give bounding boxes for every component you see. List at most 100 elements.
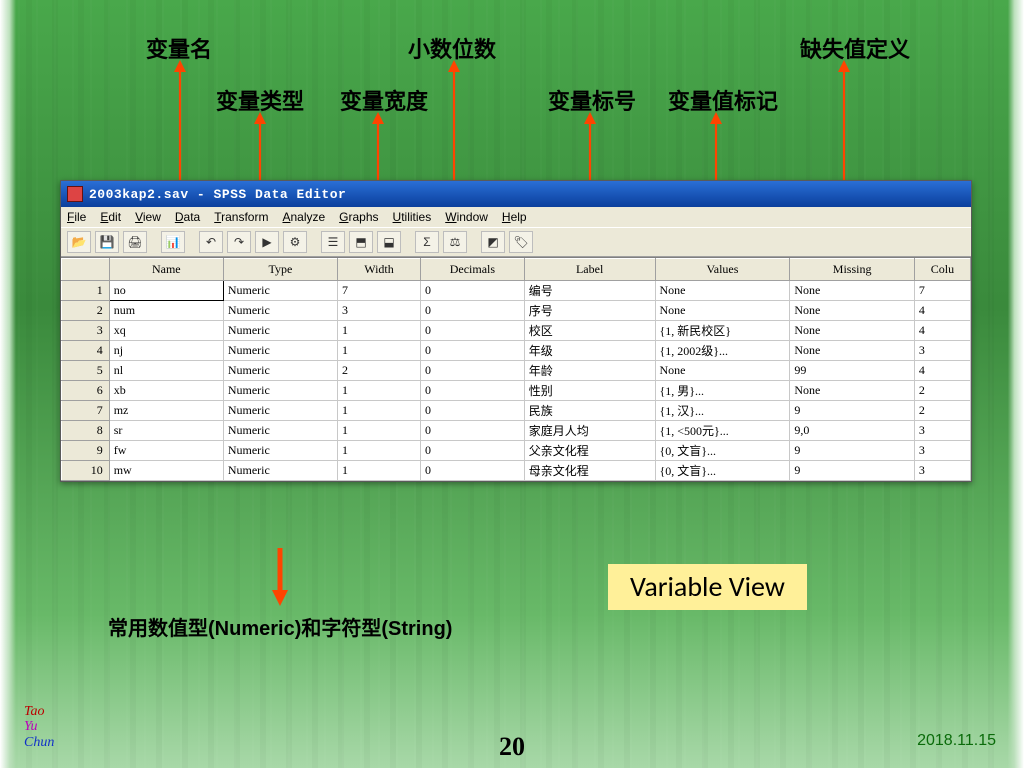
toolbar-print-icon[interactable]: 🖨 xyxy=(123,231,147,253)
menu-help[interactable]: Help xyxy=(502,210,527,224)
cell-rownum[interactable]: 1 xyxy=(62,281,110,301)
cell-rownum[interactable]: 5 xyxy=(62,361,110,381)
cell-type[interactable]: Numeric xyxy=(223,341,337,361)
cell-values[interactable]: None xyxy=(655,361,790,381)
cell-width[interactable]: 1 xyxy=(338,421,421,441)
cell-values[interactable]: {1, 汉}... xyxy=(655,401,790,421)
cell-width[interactable]: 2 xyxy=(338,361,421,381)
cell-decimals[interactable]: 0 xyxy=(421,341,525,361)
menu-transform[interactable]: Transform xyxy=(214,210,268,224)
column-header-missing[interactable]: Missing xyxy=(790,259,915,281)
toolbar-save-icon[interactable]: 💾 xyxy=(95,231,119,253)
cell-decimals[interactable]: 0 xyxy=(421,281,525,301)
toolbar-run-icon[interactable]: ⚙ xyxy=(283,231,307,253)
cell-decimals[interactable]: 0 xyxy=(421,301,525,321)
cell-values[interactable]: {0, 文盲}... xyxy=(655,441,790,461)
table-row[interactable]: 1noNumeric70编号NoneNone7 xyxy=(62,281,971,301)
toolbar-insert-var-icon[interactable]: ⬒ xyxy=(349,231,373,253)
cell-name[interactable]: mz xyxy=(109,401,223,421)
toolbar-redo-icon[interactable]: ↷ xyxy=(227,231,251,253)
cell-width[interactable]: 1 xyxy=(338,321,421,341)
cell-type[interactable]: Numeric xyxy=(223,441,337,461)
toolbar-vars-icon[interactable]: ☰ xyxy=(321,231,345,253)
table-row[interactable]: 10mwNumeric10母亲文化程{0, 文盲}...93 xyxy=(62,461,971,481)
cell-decimals[interactable]: 0 xyxy=(421,381,525,401)
cell-columns[interactable]: 4 xyxy=(914,301,970,321)
cell-rownum[interactable]: 6 xyxy=(62,381,110,401)
cell-type[interactable]: Numeric xyxy=(223,361,337,381)
menu-data[interactable]: Data xyxy=(175,210,200,224)
table-row[interactable]: 9fwNumeric10父亲文化程{0, 文盲}...93 xyxy=(62,441,971,461)
cell-decimals[interactable]: 0 xyxy=(421,401,525,421)
cell-decimals[interactable]: 0 xyxy=(421,441,525,461)
table-row[interactable]: 8srNumeric10家庭月人均{1, <500元}...9,03 xyxy=(62,421,971,441)
column-header-decimals[interactable]: Decimals xyxy=(421,259,525,281)
cell-missing[interactable]: None xyxy=(790,301,915,321)
cell-decimals[interactable]: 0 xyxy=(421,361,525,381)
toolbar-go-icon[interactable]: ▶ xyxy=(255,231,279,253)
toolbar-chart-icon[interactable]: 📊 xyxy=(161,231,185,253)
toolbar-insert-case-icon[interactable]: ⬓ xyxy=(377,231,401,253)
menu-file[interactable]: File xyxy=(67,210,86,224)
cell-width[interactable]: 1 xyxy=(338,441,421,461)
toolbar-labels-icon[interactable]: 🏷 xyxy=(509,231,533,253)
cell-type[interactable]: Numeric xyxy=(223,461,337,481)
toolbar[interactable]: 📂💾🖨📊↶↷▶⚙☰⬒⬓Σ⚖◩🏷 xyxy=(61,227,971,257)
cell-rownum[interactable]: 2 xyxy=(62,301,110,321)
table-row[interactable]: 5nlNumeric20年龄None994 xyxy=(62,361,971,381)
cell-label[interactable]: 性别 xyxy=(524,381,655,401)
cell-columns[interactable]: 4 xyxy=(914,321,970,341)
cell-values[interactable]: None xyxy=(655,301,790,321)
cell-values[interactable]: None xyxy=(655,281,790,301)
cell-rownum[interactable]: 4 xyxy=(62,341,110,361)
cell-values[interactable]: {1, 男}... xyxy=(655,381,790,401)
table-row[interactable]: 6xbNumeric10性别{1, 男}...None2 xyxy=(62,381,971,401)
cell-width[interactable]: 1 xyxy=(338,461,421,481)
cell-rownum[interactable]: 7 xyxy=(62,401,110,421)
cell-label[interactable]: 家庭月人均 xyxy=(524,421,655,441)
cell-columns[interactable]: 3 xyxy=(914,441,970,461)
cell-columns[interactable]: 3 xyxy=(914,461,970,481)
cell-label[interactable]: 编号 xyxy=(524,281,655,301)
cell-missing[interactable]: 9 xyxy=(790,401,915,421)
cell-type[interactable]: Numeric xyxy=(223,401,337,421)
cell-label[interactable]: 母亲文化程 xyxy=(524,461,655,481)
cell-rownum[interactable]: 3 xyxy=(62,321,110,341)
cell-label[interactable]: 序号 xyxy=(524,301,655,321)
menu-analyze[interactable]: Analyze xyxy=(282,210,325,224)
table-row[interactable]: 2numNumeric30序号NoneNone4 xyxy=(62,301,971,321)
column-header-rownum[interactable] xyxy=(62,259,110,281)
menu-edit[interactable]: Edit xyxy=(100,210,121,224)
variable-view-grid[interactable]: NameTypeWidthDecimalsLabelValuesMissingC… xyxy=(61,257,971,481)
cell-missing[interactable]: 9 xyxy=(790,461,915,481)
column-header-name[interactable]: Name xyxy=(109,259,223,281)
table-row[interactable]: 4njNumeric10年级{1, 2002级}...None3 xyxy=(62,341,971,361)
menu-bar[interactable]: FileEditViewDataTransformAnalyzeGraphsUt… xyxy=(61,207,971,227)
cell-name[interactable]: xb xyxy=(109,381,223,401)
cell-columns[interactable]: 2 xyxy=(914,381,970,401)
cell-decimals[interactable]: 0 xyxy=(421,321,525,341)
cell-values[interactable]: {1, <500元}... xyxy=(655,421,790,441)
menu-view[interactable]: View xyxy=(135,210,161,224)
cell-label[interactable]: 年级 xyxy=(524,341,655,361)
column-header-values[interactable]: Values xyxy=(655,259,790,281)
cell-name[interactable]: num xyxy=(109,301,223,321)
cell-columns[interactable]: 4 xyxy=(914,361,970,381)
cell-type[interactable]: Numeric xyxy=(223,381,337,401)
table-row[interactable]: 7mzNumeric10民族{1, 汉}...92 xyxy=(62,401,971,421)
cell-values[interactable]: {0, 文盲}... xyxy=(655,461,790,481)
toolbar-sum-icon[interactable]: Σ xyxy=(415,231,439,253)
cell-type[interactable]: Numeric xyxy=(223,321,337,341)
cell-name[interactable]: nj xyxy=(109,341,223,361)
cell-columns[interactable]: 3 xyxy=(914,341,970,361)
toolbar-weight-icon[interactable]: ⚖ xyxy=(443,231,467,253)
column-header-colu[interactable]: Colu xyxy=(914,259,970,281)
column-header-label[interactable]: Label xyxy=(524,259,655,281)
cell-missing[interactable]: 9,0 xyxy=(790,421,915,441)
cell-name[interactable]: no xyxy=(109,281,223,301)
cell-missing[interactable]: 99 xyxy=(790,361,915,381)
cell-missing[interactable]: None xyxy=(790,381,915,401)
cell-decimals[interactable]: 0 xyxy=(421,461,525,481)
cell-name[interactable]: mw xyxy=(109,461,223,481)
cell-width[interactable]: 1 xyxy=(338,381,421,401)
